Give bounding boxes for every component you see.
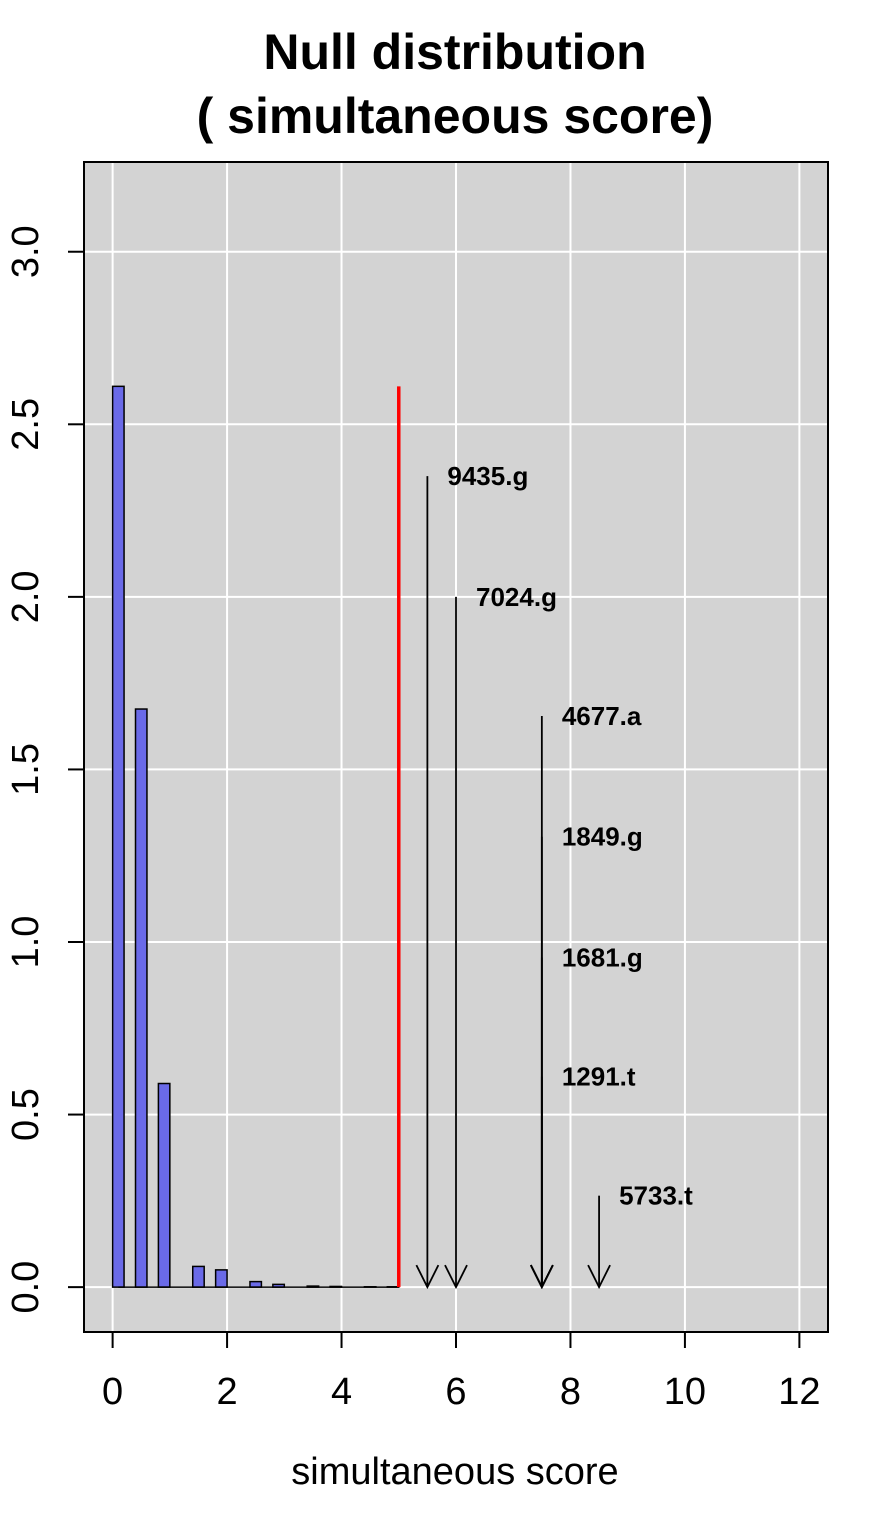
annotation-label: 1681.g [562, 943, 643, 973]
y-tick-label: 2.5 [5, 398, 47, 451]
x-tick-label: 12 [778, 1371, 820, 1413]
bar [157, 1082, 171, 1288]
x-tick-label: 2 [217, 1371, 238, 1413]
annotation-arrowhead [530, 1264, 554, 1290]
y-axis: 0.0 0.5 1.0 1.5 2.0 2.5 3.0 [5, 225, 85, 1314]
x-tick-label: 8 [560, 1371, 581, 1413]
annotation-label: 4677.a [562, 701, 642, 731]
y-tick-label: 3.0 [5, 225, 47, 278]
annotation-arrowhead [587, 1264, 611, 1290]
bars [111, 385, 400, 1288]
annotation-label: 1291.t [562, 1062, 636, 1092]
x-tick-label: 0 [102, 1371, 123, 1413]
bar [134, 708, 148, 1288]
annotations: 9435.g 7024.g 4677.a 1849.g 1681.g 1291.t 5733… [415, 461, 693, 1290]
x-axis-label: simultaneous score [291, 1451, 618, 1493]
y-tick-label: 0.5 [5, 1088, 47, 1141]
y-tick-label: 1.0 [5, 916, 47, 969]
y-tick-label: 2.0 [5, 570, 47, 623]
annotation-arrowhead [444, 1264, 468, 1290]
chart-title: Null distribution [263, 24, 646, 80]
bar [214, 1269, 228, 1288]
annotation-label: 7024.g [476, 582, 557, 612]
annotation-label: 1849.g [562, 822, 643, 852]
bar [249, 1280, 263, 1288]
x-tick-label: 6 [445, 1371, 466, 1413]
bar [191, 1265, 205, 1288]
annotation-label: 9435.g [447, 461, 528, 491]
x-axis: 0 2 4 6 8 10 12 [102, 1331, 821, 1413]
bar [111, 385, 125, 1288]
y-tick-label: 1.5 [5, 743, 47, 796]
annotation-label: 5733.t [619, 1181, 693, 1211]
y-tick-label: 0.0 [5, 1261, 47, 1314]
x-tick-label: 4 [331, 1371, 352, 1413]
chart-subtitle: ( simultaneous score) [197, 88, 714, 144]
x-tick-label: 10 [664, 1371, 706, 1413]
annotation-arrowhead [415, 1264, 440, 1290]
